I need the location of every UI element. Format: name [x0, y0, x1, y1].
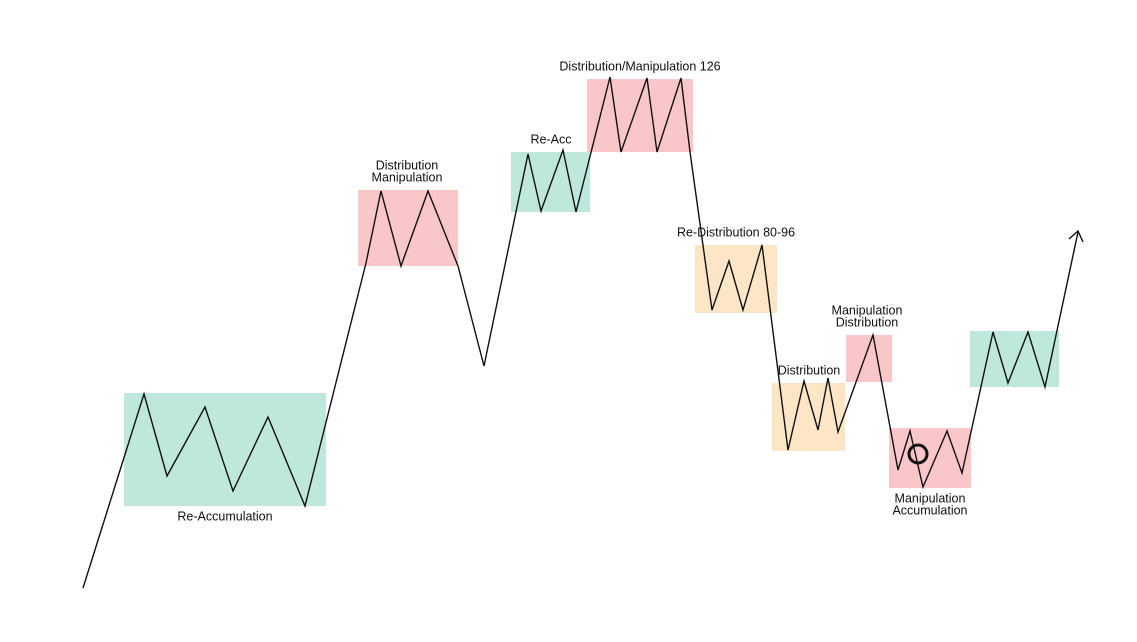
zone-label: Manipulation: [832, 303, 903, 317]
zone-box: [970, 331, 1059, 387]
zone-box: [846, 335, 892, 382]
zone-box: [358, 190, 458, 266]
zone-box: [587, 79, 693, 152]
zone-label: Distribution: [836, 315, 899, 329]
zone-box: [511, 152, 590, 212]
zone-label: Distribution: [376, 158, 439, 172]
zone-box: [772, 383, 845, 451]
zone-label: Manipulation: [895, 491, 966, 505]
zone-label: Accumulation: [892, 503, 967, 517]
zone-box: [124, 393, 326, 506]
price-path: [82, 76, 1079, 589]
arrowhead: [1068, 229, 1084, 243]
zone-label: Re-Accumulation: [177, 509, 272, 523]
zone-label: Distribution/Manipulation 126: [559, 59, 720, 73]
marker-circle: [907, 443, 929, 465]
zone-label: Manipulation: [372, 170, 443, 184]
zone-label: Re-Distribution 80-96: [677, 225, 795, 239]
zone-label: Re-Acc: [531, 132, 572, 146]
zone-label: Distribution: [778, 363, 841, 377]
